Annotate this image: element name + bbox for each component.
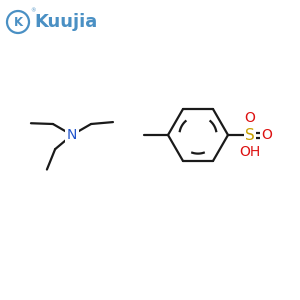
Text: N: N — [67, 128, 77, 142]
Text: S: S — [245, 128, 255, 142]
Text: ®: ® — [30, 8, 35, 14]
Text: OH: OH — [239, 145, 261, 159]
Text: O: O — [262, 128, 272, 142]
Text: K: K — [14, 16, 22, 28]
Text: Kuujia: Kuujia — [34, 13, 97, 31]
Text: O: O — [244, 111, 255, 125]
